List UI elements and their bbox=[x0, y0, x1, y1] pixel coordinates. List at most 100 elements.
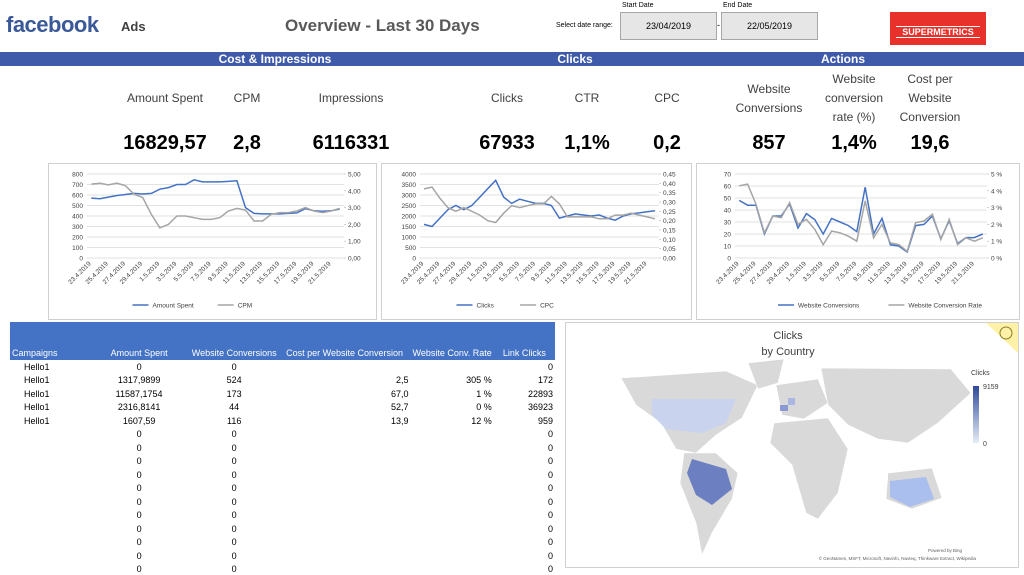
table-header: Campaigns Amount Spent Website Conversions… bbox=[10, 322, 555, 360]
table-cell: 0 bbox=[231, 469, 237, 480]
legend-label: Website Conversions bbox=[798, 303, 860, 310]
table-cell: 0 bbox=[136, 361, 142, 372]
kpi-label: CPM bbox=[233, 91, 261, 105]
brazil bbox=[687, 459, 732, 505]
table-cell: 44 bbox=[229, 402, 240, 413]
section-title: Clicks bbox=[557, 52, 593, 66]
y2-tick-label: 0,00 bbox=[348, 256, 361, 263]
legend-title: Clicks bbox=[971, 370, 990, 377]
land bbox=[620, 358, 972, 556]
column-header: Amount Spent bbox=[110, 348, 168, 358]
y-tick-label: 0 bbox=[727, 256, 731, 263]
table-row: 0 0 0 bbox=[10, 495, 555, 509]
y-tick-label: 3500 bbox=[402, 182, 417, 189]
table-cell: 0 bbox=[547, 469, 553, 480]
table-cell: 173 bbox=[226, 388, 242, 399]
table-cell bbox=[279, 522, 411, 536]
y2-tick-label: 0,10 bbox=[663, 237, 676, 244]
kpi-value: 67933 bbox=[479, 132, 535, 154]
y2-tick-label: 0,40 bbox=[663, 181, 676, 188]
table-cell: Hello1 bbox=[24, 375, 50, 386]
y2-tick-label: 5 % bbox=[991, 172, 1002, 179]
table-cell bbox=[10, 536, 88, 550]
table-cell: 116 bbox=[226, 415, 242, 426]
table-cell: Hello1 bbox=[24, 388, 50, 399]
table-cell: 0 bbox=[231, 537, 237, 548]
y2-tick-label: 0,15 bbox=[663, 228, 676, 235]
kpi-value: 16829,57 bbox=[123, 132, 207, 154]
separator: - bbox=[717, 20, 720, 30]
brand-logo: SUPERMETRICS bbox=[890, 12, 986, 45]
kpi-label: Impressions bbox=[318, 91, 384, 105]
table-cell bbox=[411, 468, 494, 482]
table-cell bbox=[411, 441, 494, 455]
y-tick-label: 300 bbox=[72, 224, 83, 231]
table-cell: 2,5 bbox=[395, 375, 409, 386]
end-label: End Date bbox=[723, 2, 753, 9]
kpi-label: Website conversion rate (%) bbox=[824, 72, 884, 124]
table-cell: 0 bbox=[136, 537, 142, 548]
table-cell bbox=[10, 428, 88, 442]
y2-tick-label: 3 % bbox=[991, 205, 1002, 212]
column-header: Campaigns bbox=[12, 348, 58, 358]
column-header: Cost per Website Conversion bbox=[286, 348, 403, 358]
table-cell: 0 bbox=[547, 537, 553, 548]
table-cell bbox=[279, 482, 411, 496]
y2-tick-label: 4 % bbox=[991, 188, 1002, 195]
y-tick-label: 0 bbox=[412, 256, 416, 263]
y-tick-label: 500 bbox=[72, 203, 83, 210]
map-title: Clicks bbox=[773, 330, 803, 342]
start-label: Start Date bbox=[622, 2, 654, 9]
table-cell: 0 bbox=[231, 523, 237, 534]
table-cell: 0 bbox=[547, 564, 553, 575]
y-tick-label: 2500 bbox=[402, 203, 417, 210]
kpi-label: CTR bbox=[574, 91, 600, 105]
table-cell: Hello1 bbox=[24, 361, 50, 372]
table-cell: 0 % bbox=[476, 402, 492, 413]
table-cell: 12 % bbox=[471, 415, 492, 426]
table-cell: 0 bbox=[231, 361, 237, 372]
table-cell: 0 bbox=[136, 510, 142, 521]
attribution: © GeoNames, MSFT, Microsoft, Navinfo, Na… bbox=[819, 555, 977, 561]
y-tick-label: 1000 bbox=[402, 235, 417, 242]
kpi-value: 2,8 bbox=[233, 132, 261, 154]
table-cell: 1 % bbox=[476, 388, 492, 399]
y-tick-label: 30 bbox=[724, 220, 732, 227]
section-bar bbox=[0, 52, 1024, 66]
y2-tick-label: 1,00 bbox=[348, 239, 361, 246]
table-cell: 52,7 bbox=[390, 402, 409, 413]
table-cell: 22893 bbox=[527, 388, 553, 399]
start-date[interactable]: 23/04/2019 bbox=[620, 12, 717, 40]
y2-tick-label: 0,25 bbox=[663, 209, 676, 216]
kpi-value: 857 bbox=[752, 132, 786, 154]
info-icon[interactable] bbox=[999, 326, 1013, 340]
table-cell: 13,9 bbox=[390, 415, 409, 426]
table-cell: 2316,8141 bbox=[117, 402, 161, 413]
table-cell: Hello1 bbox=[24, 415, 50, 426]
table-cell: 0 bbox=[231, 483, 237, 494]
y2-tick-label: 0,20 bbox=[663, 218, 676, 225]
series-line bbox=[423, 186, 656, 224]
kpi-value: 1,1% bbox=[564, 132, 610, 154]
australia bbox=[890, 477, 934, 507]
y2-tick-label: 3,00 bbox=[348, 205, 361, 212]
y2-tick-label: 0,30 bbox=[663, 200, 676, 207]
table-cell bbox=[411, 509, 494, 523]
table-cell: 0 bbox=[231, 564, 237, 575]
campaign-table: Campaigns Amount Spent Website Conversions… bbox=[10, 322, 555, 575]
brand-text: SUPERMETRICS bbox=[896, 26, 980, 38]
y-tick-label: 100 bbox=[72, 245, 83, 252]
map-subtitle: by Country bbox=[761, 346, 815, 358]
y2-tick-label: 5,00 bbox=[348, 172, 361, 179]
table-row: 0 0 0 bbox=[10, 455, 555, 469]
table-row: 0 0 0 bbox=[10, 441, 555, 455]
y2-tick-label: 0,45 bbox=[663, 172, 676, 179]
table-cell: 1607,59 bbox=[122, 415, 156, 426]
end-date[interactable]: 22/05/2019 bbox=[721, 12, 818, 40]
table-cell bbox=[10, 522, 88, 536]
legend-min: 0 bbox=[983, 441, 987, 448]
table-row: 0 0 0 bbox=[10, 522, 555, 536]
table-cell: 0 bbox=[136, 564, 142, 575]
table-cell bbox=[411, 563, 494, 575]
